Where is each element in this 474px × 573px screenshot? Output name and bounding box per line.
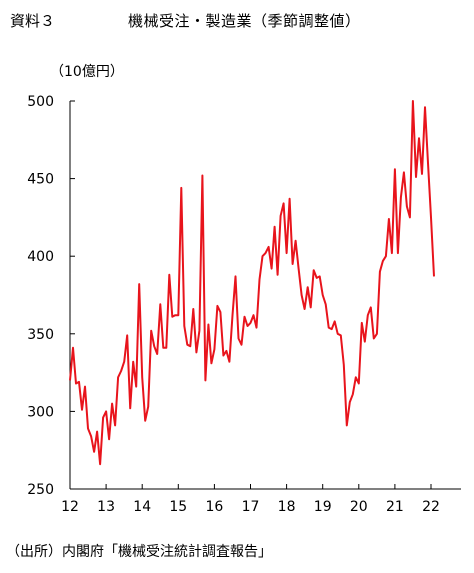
x-tick-label: 13	[97, 499, 115, 515]
x-tick-label: 18	[278, 499, 296, 515]
x-tick-label: 17	[242, 499, 260, 515]
x-tick-label: 21	[386, 499, 404, 515]
line-chart: 250 300 350 400 450 500 12 13 14 15 16 17 18 19 20 21 2…	[27, 94, 461, 515]
series-layer	[69, 100, 435, 466]
y-tick-label: 400	[27, 249, 54, 265]
document-label: 資料３	[10, 12, 56, 30]
x-tick-label: 16	[205, 499, 223, 515]
source-note: （出所）内閣府「機械受注統計調査報告」	[6, 544, 272, 560]
y-tick-label: 350	[27, 327, 54, 343]
x-tick-label: 15	[169, 499, 187, 515]
x-tick-label: 22	[422, 499, 440, 515]
y-tick-label: 300	[27, 404, 54, 420]
chart-title: 機械受注・製造業（季節調整値）	[128, 12, 361, 30]
series-line	[69, 100, 435, 466]
y-axis-unit-label: （10億円）	[50, 64, 124, 80]
x-tick-label: 12	[61, 499, 79, 515]
x-tick-label: 20	[350, 499, 368, 515]
y-tick-label: 250	[27, 482, 54, 498]
x-axis-ticks: 12 13 14 15 16 17 18 19 20 21 22	[61, 484, 440, 515]
x-tick-label: 19	[314, 499, 332, 515]
y-axis-ticks: 250 300 350 400 450 500	[27, 94, 75, 498]
y-tick-label: 450	[27, 172, 54, 188]
chart-axes	[69, 101, 461, 490]
y-tick-label: 500	[27, 94, 54, 110]
x-tick-label: 14	[133, 499, 151, 515]
